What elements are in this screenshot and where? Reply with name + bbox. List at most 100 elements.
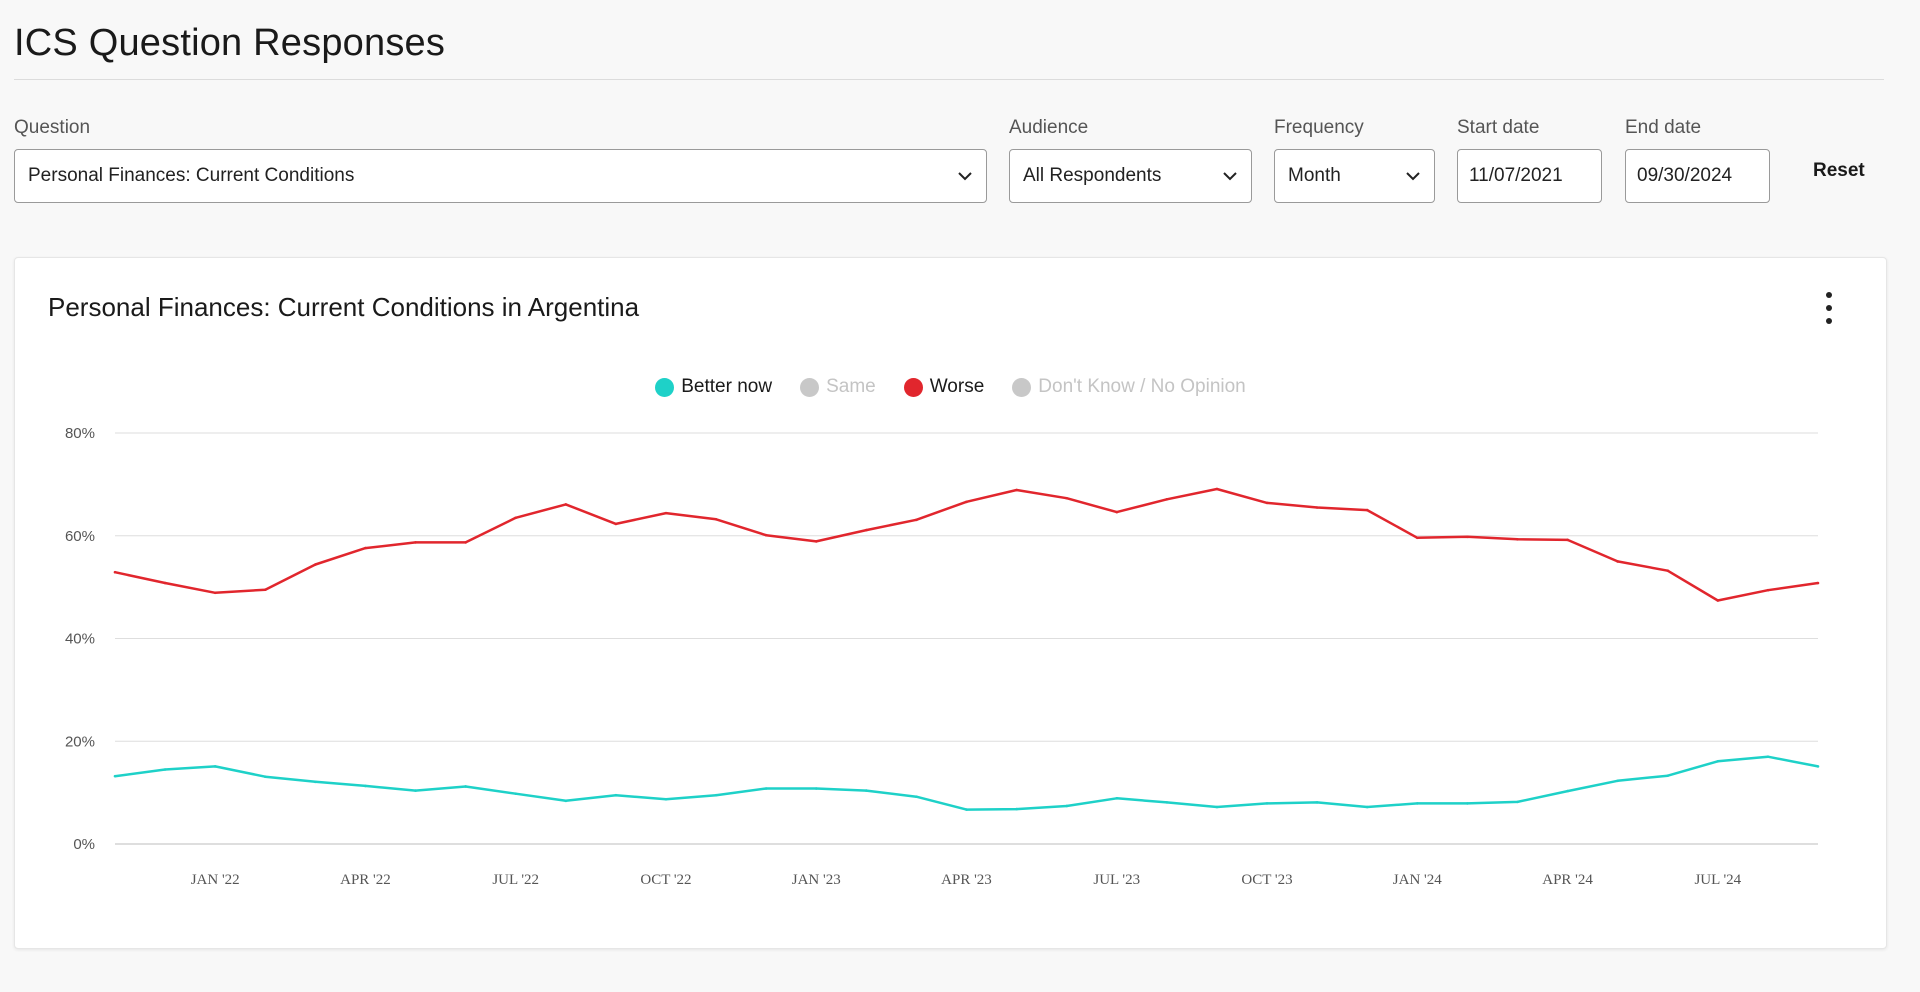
audience-select[interactable]: All Respondents — [1009, 149, 1252, 203]
data-point-better-now — [614, 793, 618, 797]
legend-item-same[interactable]: Same — [800, 376, 876, 398]
page-title: ICS Question Responses — [14, 22, 446, 64]
data-point-better-now — [764, 787, 768, 790]
data-point-worse — [1015, 488, 1018, 492]
x-tick-label: OCT '23 — [1241, 872, 1292, 888]
legend-label: Don't Know / No Opinion — [1038, 376, 1246, 397]
data-point-worse — [514, 516, 518, 520]
x-tick-label: JUL '24 — [1694, 872, 1741, 888]
data-point-worse — [714, 518, 718, 521]
data-point-worse — [1516, 538, 1519, 541]
data-point-better-now — [414, 789, 417, 792]
series-line-worse — [114, 487, 1819, 602]
data-point-better-now — [1415, 802, 1419, 805]
data-point-worse — [1616, 560, 1619, 563]
question-value: Personal Finances: Current Conditions — [28, 165, 355, 186]
data-point-worse — [564, 503, 568, 506]
question-label: Question — [14, 117, 91, 138]
data-point-worse — [1265, 501, 1269, 505]
data-point-worse — [414, 541, 417, 544]
data-point-worse — [614, 522, 618, 526]
data-point-worse — [1716, 599, 1720, 602]
chevron-down-icon — [1392, 150, 1434, 202]
x-tick-label: OCT '22 — [640, 872, 691, 888]
frequency-value: Month — [1288, 165, 1341, 186]
end-date-label: End date — [1625, 117, 1702, 138]
kebab-menu-icon[interactable] — [1823, 292, 1835, 324]
data-point-better-now — [1365, 805, 1369, 809]
data-point-worse — [1315, 506, 1319, 509]
data-point-worse — [764, 533, 768, 537]
data-point-worse — [464, 541, 467, 544]
y-tick-label: 80% — [65, 425, 95, 442]
data-point-worse — [314, 563, 317, 566]
series-line-better-now — [114, 755, 1819, 811]
frequency-label: Frequency — [1274, 117, 1364, 138]
frequency-select[interactable]: Month — [1274, 149, 1435, 203]
data-point-better-now — [364, 784, 367, 788]
data-point-better-now — [1165, 801, 1169, 804]
data-point-worse — [1666, 569, 1670, 572]
data-point-better-now — [314, 780, 317, 784]
x-tick-label: APR '24 — [1542, 872, 1593, 888]
end-date-input[interactable]: 09/30/2024 — [1625, 149, 1770, 203]
data-point-worse — [1415, 536, 1419, 540]
y-tick-label: 20% — [65, 733, 95, 750]
data-point-better-now — [113, 774, 117, 778]
data-point-better-now — [1666, 774, 1670, 777]
legend-dot — [800, 377, 820, 397]
data-point-worse — [1816, 581, 1820, 585]
reset-button[interactable]: Reset — [1813, 160, 1865, 181]
data-point-worse — [1215, 487, 1219, 491]
chart-legend: Better now Same Worse Don't Know / No Op… — [15, 376, 1886, 398]
data-point-better-now — [965, 808, 968, 811]
data-point-worse — [163, 581, 167, 585]
x-tick-label: APR '23 — [941, 872, 992, 888]
data-point-better-now — [1065, 804, 1068, 808]
data-point-worse — [263, 588, 267, 591]
y-tick-label: 40% — [65, 631, 95, 648]
data-point-better-now — [1616, 779, 1619, 783]
legend-dot — [655, 377, 675, 397]
data-point-worse — [865, 528, 868, 532]
line-chart: 0% 20% 40% 60% 80% JAN '22 APR '22 JUL '22 OCT '… — [65, 425, 1820, 888]
data-point-worse — [1115, 510, 1119, 514]
audience-value: All Respondents — [1023, 165, 1162, 186]
x-tick-label: JUL '22 — [492, 872, 539, 888]
legend-label: Worse — [929, 376, 985, 397]
data-point-better-now — [564, 799, 568, 803]
data-point-worse — [1165, 497, 1169, 501]
x-tick-label: JAN '23 — [792, 872, 841, 888]
legend-item-better-now[interactable]: Better now — [655, 376, 772, 398]
x-tick-label: APR '22 — [340, 872, 391, 888]
filter-bar: Question Personal Finances: Current Cond… — [0, 0, 1920, 210]
data-point-worse — [213, 591, 217, 595]
legend-dot — [1012, 377, 1032, 397]
data-point-worse — [915, 518, 918, 522]
legend-item-worse[interactable]: Worse — [903, 376, 985, 398]
data-point-better-now — [464, 785, 467, 788]
data-point-worse — [814, 540, 818, 543]
data-point-worse — [1566, 538, 1569, 542]
data-point-better-now — [263, 775, 267, 778]
data-point-better-now — [213, 765, 217, 768]
data-point-worse — [1365, 508, 1369, 512]
data-point-better-now — [915, 795, 918, 799]
y-tick-label: 0% — [73, 836, 95, 853]
data-point-worse — [1766, 588, 1770, 592]
legend-item-dont-know[interactable]: Don't Know / No Opinion — [1012, 376, 1246, 398]
data-point-worse — [1466, 535, 1469, 539]
chart-card: Personal Finances: Current Conditions in… — [14, 257, 1887, 949]
data-point-better-now — [1516, 800, 1519, 804]
data-point-better-now — [1215, 805, 1219, 809]
data-point-better-now — [1315, 801, 1319, 804]
data-point-worse — [364, 546, 367, 550]
data-point-better-now — [664, 798, 668, 801]
x-tick-label: JAN '22 — [191, 872, 240, 888]
data-point-better-now — [1766, 755, 1770, 758]
legend-label: Better now — [681, 376, 773, 397]
data-point-better-now — [514, 792, 518, 795]
question-select[interactable]: Personal Finances: Current Conditions — [14, 149, 987, 203]
data-point-worse — [1065, 496, 1068, 500]
start-date-input[interactable]: 11/07/2021 — [1457, 149, 1602, 203]
